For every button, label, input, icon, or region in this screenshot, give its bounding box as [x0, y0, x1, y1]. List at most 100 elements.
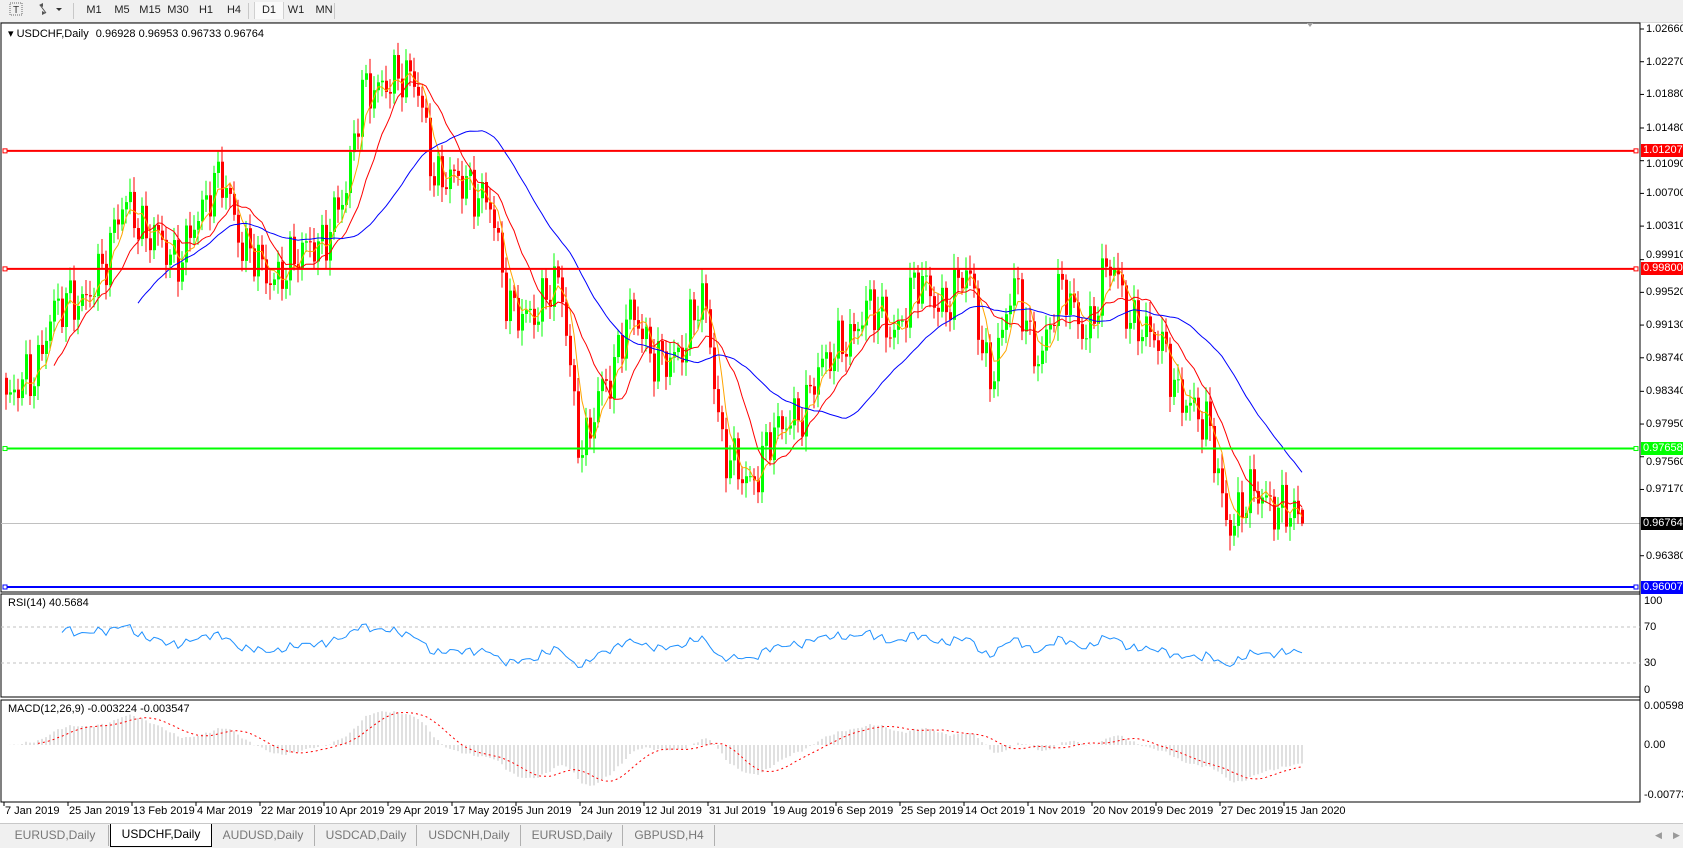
candle-bear — [357, 133, 360, 137]
candle-bear — [269, 283, 272, 285]
timeframe-mn[interactable]: MN — [315, 4, 333, 16]
chart-tab-bar: EURUSD,Daily USDCHF,Daily AUDUSD,Daily USDC… — [0, 823, 1683, 848]
scroll-right-icon[interactable]: ▶ — [1673, 830, 1680, 840]
candle-bull — [617, 334, 620, 358]
candle-bull — [729, 460, 732, 479]
chart-tab[interactable]: AUDUSD,Daily — [212, 825, 315, 846]
candle-bull — [825, 352, 828, 359]
candle-bull — [1289, 518, 1292, 527]
timeframe-w1[interactable]: W1 — [287, 4, 305, 16]
candle-bear — [1061, 273, 1064, 280]
chart-tab[interactable]: GBPUSD,H4 — [624, 825, 715, 846]
chart-tab[interactable]: EURUSD,Daily — [2, 825, 109, 846]
candle-bull — [1113, 267, 1116, 276]
chart-tab[interactable]: USDCHF,Daily — [110, 824, 212, 847]
candle-bear — [1201, 419, 1204, 440]
candle-bull — [765, 432, 768, 446]
candle-bull — [1185, 405, 1188, 413]
candle-bear — [133, 191, 136, 229]
candle-bull — [1265, 495, 1268, 498]
price-axis-label: 1.01880 — [1646, 88, 1683, 101]
timeframe-m15[interactable]: M15 — [139, 4, 161, 16]
candle-bull — [773, 427, 776, 461]
candle-bull — [645, 326, 648, 340]
date-axis-label: 25 Jan 2019 — [69, 805, 130, 817]
candle-bull — [941, 287, 944, 312]
candle-bear — [433, 176, 436, 186]
candle-bull — [113, 219, 116, 233]
rsi-label: RSI(14) 40.5684 — [8, 597, 89, 609]
candle-bull — [345, 193, 348, 205]
candle-bull — [861, 325, 864, 329]
candle-bear — [1229, 520, 1232, 536]
candle-bull — [849, 324, 852, 357]
candle-bull — [857, 328, 860, 332]
date-axis-label: 1 Nov 2019 — [1029, 805, 1086, 817]
candle-bull — [685, 348, 688, 363]
chart-tab[interactable]: USDCNH,Daily — [418, 825, 521, 846]
date-axis-label: 5 Jun 2019 — [517, 805, 572, 817]
candle-bear — [237, 214, 240, 243]
candle-bull — [377, 82, 380, 91]
candle-bear — [1065, 279, 1068, 315]
timeframe-m5[interactable]: M5 — [114, 4, 130, 16]
candle-bull — [509, 290, 512, 322]
candle-bull — [477, 198, 480, 217]
candle-bull — [245, 228, 248, 261]
candle-bear — [61, 298, 64, 327]
scroll-left-icon[interactable]: ◀ — [1655, 830, 1662, 840]
candle-bear — [1153, 331, 1156, 341]
timeframe-d1[interactable]: D1 — [254, 2, 284, 19]
candle-bull — [581, 455, 584, 458]
candle-bull — [1177, 379, 1180, 381]
candle-bear — [441, 156, 444, 188]
candle-bear — [969, 270, 972, 274]
timeframe-h1[interactable]: H1 — [198, 4, 214, 16]
candle-bear — [425, 107, 428, 118]
candle-bull — [277, 261, 280, 280]
candle-bear — [325, 224, 328, 261]
candle-bear — [661, 341, 664, 352]
candle-bear — [221, 161, 224, 198]
candle-bull — [817, 367, 820, 395]
price-axis-label: 0.99520 — [1646, 286, 1683, 299]
collapse-triangle-icon[interactable]: ▾ — [8, 28, 14, 40]
price-axis-label: 0.99130 — [1646, 319, 1683, 332]
price-axis-label: 1.01090 — [1646, 158, 1683, 171]
chart-tab[interactable]: EURUSD,Daily — [522, 825, 623, 846]
chart-tab[interactable]: USDCAD,Daily — [316, 825, 417, 846]
candle-bear — [705, 283, 708, 310]
candle-bear — [497, 227, 500, 233]
text-tool-icon[interactable]: T — [8, 2, 24, 19]
candle-bull — [1013, 278, 1016, 306]
timeframe-h4[interactable]: H4 — [226, 4, 242, 16]
candle-bull — [13, 389, 16, 393]
candle-bear — [641, 328, 644, 340]
candle-bull — [925, 275, 928, 277]
rsi-line — [61, 623, 1303, 669]
candle-bull — [749, 476, 752, 478]
candle-bull — [1041, 350, 1044, 365]
line-handle-icon — [2, 584, 8, 590]
main-pane — [0, 22, 1641, 593]
candle-bear — [1109, 266, 1112, 276]
candle-bear — [569, 335, 572, 366]
candle-bear — [309, 241, 312, 243]
candle-bull — [1173, 379, 1176, 397]
candle-bull — [141, 205, 144, 240]
candle-bull — [393, 55, 396, 94]
candle-bull — [553, 266, 556, 307]
line-handle-icon — [1633, 266, 1639, 272]
candle-bear — [769, 432, 772, 461]
candle-bull — [837, 320, 840, 359]
arrows-dropdown-icon[interactable] — [36, 2, 66, 19]
candle-bear — [209, 195, 212, 217]
candle-bear — [401, 78, 404, 98]
candle-bear — [1209, 401, 1212, 426]
candle-bull — [53, 300, 56, 322]
timeframe-m30[interactable]: M30 — [167, 4, 189, 16]
moving-average-line — [137, 130, 1303, 473]
timeframe-m1[interactable]: M1 — [86, 4, 102, 16]
macd-label: MACD(12,26,9) -0.003224 -0.003547 — [8, 703, 190, 715]
